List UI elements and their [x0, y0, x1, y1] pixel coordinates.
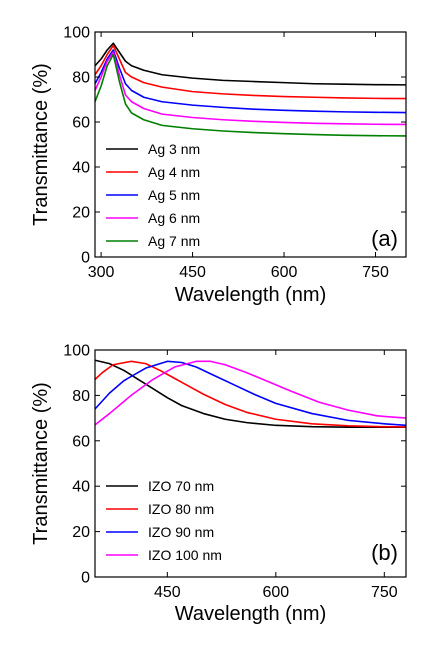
- legend-label: IZO 90 nm: [148, 524, 214, 540]
- chart-panel-a: 0 20 40 60 80 100 300 450 600 750 Ag 3 nm Ag 4 nm…: [30, 25, 407, 306]
- x-tick-label: 600: [262, 584, 289, 601]
- y-tick-label: 80: [72, 70, 90, 87]
- x-axis-label-a: Wavelength (nm): [175, 284, 327, 306]
- legend-label: IZO 100 nm: [148, 547, 222, 563]
- panel-label-b: (b): [371, 540, 398, 565]
- tick-group-a: 0 20 40 60 80 100 300 450 600 750: [63, 25, 406, 281]
- legend-label: Ag 3 nm: [148, 141, 200, 157]
- x-tick-label: 300: [88, 264, 115, 281]
- series-line-3: [94, 49, 407, 114]
- y-tick-label: 60: [72, 433, 90, 450]
- legend-entry-b-3: IZO 100 nm: [106, 547, 222, 563]
- legend-entry-a-4: Ag 7 nm: [106, 233, 200, 249]
- y-tick-label: 60: [72, 115, 90, 132]
- tick-group-b: 0 20 40 60 80 100 450 600 750: [63, 343, 406, 601]
- legend-label: Ag 4 nm: [148, 164, 200, 180]
- panel-label-a: (a): [371, 226, 398, 251]
- legend-entry-a-1: Ag 4 nm: [106, 164, 200, 180]
- y-tick-label: 80: [72, 388, 90, 405]
- y-tick-label: 0: [81, 250, 90, 267]
- legend-label: Ag 6 nm: [148, 210, 200, 226]
- series-line-5: [94, 53, 407, 137]
- series-line-1: [94, 359, 406, 428]
- series-line-4: [94, 360, 407, 426]
- y-tick-label: 0: [81, 570, 90, 587]
- x-tick-label: 450: [154, 584, 181, 601]
- legend-b: IZO 70 nm IZO 80 nm IZO 90 nm IZO 100 nm: [106, 478, 222, 563]
- y-tick-label: 40: [72, 479, 90, 496]
- plot-frame-b: [94, 349, 407, 578]
- legend-label: Ag 7 nm: [148, 233, 200, 249]
- legend-entry-a-0: Ag 3 nm: [106, 141, 200, 157]
- series-line-4: [94, 51, 407, 126]
- legend-label: Ag 5 nm: [148, 187, 200, 203]
- series-line-2: [94, 360, 407, 428]
- x-tick-label: 750: [362, 264, 389, 281]
- line-series-group-b: [94, 359, 407, 428]
- y-tick-label: 20: [72, 205, 90, 222]
- y-tick-label: 40: [72, 160, 90, 177]
- x-axis-label-b: Wavelength (nm): [175, 603, 327, 625]
- legend-entry-b-0: IZO 70 nm: [106, 478, 214, 494]
- line-series-group-a: [94, 42, 407, 137]
- legend-entry-b-1: IZO 80 nm: [106, 501, 214, 517]
- y-tick-label: 100: [63, 343, 90, 360]
- y-axis-label-a: Transmittance (%): [30, 63, 52, 226]
- legend-entry-a-3: Ag 6 nm: [106, 210, 200, 226]
- y-tick-label: 100: [63, 25, 90, 42]
- plot-frame-a: [94, 31, 407, 258]
- x-tick-label: 750: [371, 584, 398, 601]
- legend-entry-a-2: Ag 5 nm: [106, 187, 200, 203]
- legend-label: IZO 80 nm: [148, 501, 214, 517]
- y-axis-label-b: Transmittance (%): [30, 382, 52, 545]
- legend-label: IZO 70 nm: [148, 478, 214, 494]
- series-line-3: [94, 360, 407, 427]
- legend-entry-b-2: IZO 90 nm: [106, 524, 214, 540]
- series-line-1: [94, 42, 407, 86]
- x-tick-label: 600: [271, 264, 298, 281]
- legend-a: Ag 3 nm Ag 4 nm Ag 5 nm Ag 6 nm Ag 7 nm: [106, 141, 200, 249]
- chart-panel-b: 0 20 40 60 80 100 450 600 750 IZO 70 nm IZO 80 n…: [30, 343, 407, 625]
- x-tick-label: 450: [179, 264, 206, 281]
- series-line-2: [94, 44, 407, 100]
- y-tick-label: 20: [72, 524, 90, 541]
